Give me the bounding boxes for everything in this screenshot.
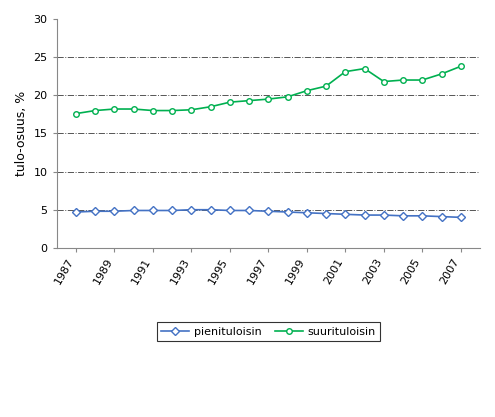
suurituloisin [400, 78, 406, 83]
pienituloisin [92, 209, 98, 214]
pienituloisin [361, 213, 367, 218]
suurituloisin [419, 78, 425, 83]
suurituloisin [131, 106, 137, 111]
Line: pienituloisin: pienituloisin [73, 207, 463, 220]
pienituloisin [285, 209, 291, 214]
pienituloisin [131, 208, 137, 213]
pienituloisin [343, 212, 348, 217]
pienituloisin [189, 207, 195, 212]
suurituloisin [227, 100, 233, 105]
pienituloisin [150, 208, 156, 213]
pienituloisin [400, 214, 406, 219]
pienituloisin [419, 214, 425, 219]
suurituloisin [361, 66, 367, 71]
pienituloisin [458, 215, 464, 220]
suurituloisin [458, 64, 464, 69]
suurituloisin [265, 97, 271, 102]
Y-axis label: tulo-osuus, %: tulo-osuus, % [15, 91, 28, 176]
suurituloisin [208, 104, 214, 109]
pienituloisin [304, 210, 310, 215]
suurituloisin [169, 108, 175, 113]
suurituloisin [73, 111, 79, 116]
pienituloisin [381, 213, 387, 218]
suurituloisin [111, 106, 117, 111]
pienituloisin [111, 209, 117, 214]
pienituloisin [439, 214, 445, 219]
pienituloisin [323, 211, 329, 216]
suurituloisin [304, 88, 310, 93]
suurituloisin [150, 108, 156, 113]
suurituloisin [285, 94, 291, 99]
suurituloisin [92, 108, 98, 113]
pienituloisin [73, 209, 79, 214]
pienituloisin [208, 207, 214, 212]
suurituloisin [381, 79, 387, 84]
pienituloisin [246, 208, 252, 213]
pienituloisin [227, 208, 233, 213]
Line: suurituloisin: suurituloisin [73, 63, 463, 116]
suurituloisin [189, 107, 195, 112]
suurituloisin [246, 98, 252, 103]
pienituloisin [169, 208, 175, 213]
pienituloisin [265, 209, 271, 214]
suurituloisin [343, 69, 348, 74]
suurituloisin [323, 84, 329, 89]
Legend: pienituloisin, suurituloisin: pienituloisin, suurituloisin [157, 322, 380, 341]
suurituloisin [439, 71, 445, 76]
